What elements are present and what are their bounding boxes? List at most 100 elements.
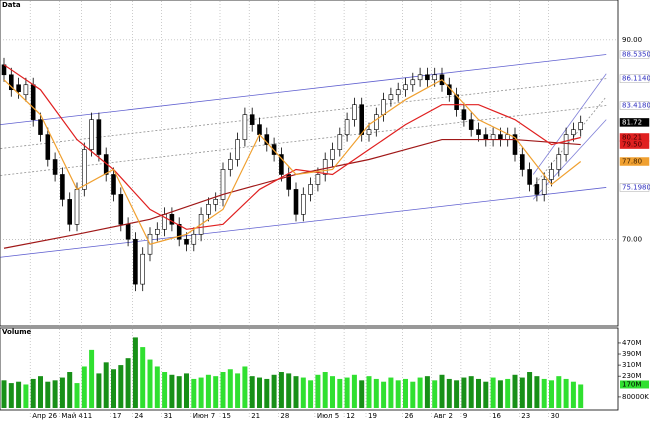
candle-body <box>373 114 379 130</box>
volume-bar <box>176 376 182 408</box>
price-label-box <box>619 140 650 149</box>
candle-body <box>155 228 160 235</box>
candle-body <box>403 84 408 91</box>
volume-bar <box>227 369 233 408</box>
candle-body <box>468 119 474 130</box>
candle-body <box>213 199 218 205</box>
volume-bar <box>497 380 503 408</box>
volume-bar <box>300 377 306 408</box>
volume-bar <box>278 372 284 408</box>
y-tick-label: 390M <box>622 350 641 358</box>
candle-body <box>30 84 36 120</box>
volume-bar <box>381 381 387 408</box>
volume-bar <box>23 384 29 408</box>
volume-bar <box>45 381 51 408</box>
candle-body <box>140 253 145 285</box>
candle-body <box>490 134 496 140</box>
x-tick-label: Авг 2 <box>434 412 453 420</box>
x-tick-label: 24 <box>134 412 143 420</box>
candle-body <box>395 89 401 96</box>
candle-body <box>67 199 72 225</box>
volume-bar <box>549 380 554 408</box>
y-tick-label: 310M <box>622 361 641 369</box>
y-tick-label: 90.00 <box>622 36 642 44</box>
volume-bar <box>534 376 540 408</box>
candle-body <box>556 154 562 170</box>
x-tick-label: 19 <box>368 412 377 420</box>
volume-panel-title: Volume <box>2 328 32 336</box>
candle-body <box>60 174 65 200</box>
x-tick-label: 15 <box>222 412 231 420</box>
volume-bar <box>89 349 95 408</box>
candle-body <box>425 74 430 81</box>
price-label: 79.50 <box>622 141 642 149</box>
volume-bar <box>468 376 474 408</box>
volume-bar <box>286 373 292 408</box>
volume-bar <box>74 383 80 408</box>
candle-body <box>133 238 138 285</box>
candle-body <box>16 84 21 93</box>
volume-bar <box>242 366 248 408</box>
price-label-box <box>619 157 650 166</box>
x-tick-label: 23 <box>521 412 530 420</box>
volume-bar <box>483 381 489 408</box>
volume-bar <box>344 377 350 408</box>
volume-bar <box>162 372 168 408</box>
volume-bar <box>337 378 343 408</box>
candle-body <box>388 94 394 100</box>
volume-bar <box>403 378 408 408</box>
candle-body <box>578 122 584 130</box>
x-tick-label: 16 <box>492 412 501 420</box>
candle-body <box>82 149 87 190</box>
volume-bar <box>388 377 394 408</box>
channel-line <box>0 105 607 176</box>
volume-bar <box>293 376 299 408</box>
x-tick-label: 28 <box>280 412 289 420</box>
volume-bar <box>395 380 401 408</box>
candle-body <box>519 154 525 170</box>
candle-body <box>45 134 51 160</box>
candle-body <box>38 119 43 135</box>
volume-bar <box>132 337 138 408</box>
candle-body <box>308 184 313 195</box>
volume-bar <box>424 376 430 408</box>
candle-body <box>176 224 182 240</box>
volume-bar <box>111 369 116 408</box>
volume-bar <box>505 378 511 408</box>
candle-body <box>366 129 372 135</box>
volume-bar <box>191 378 197 408</box>
y-tick-label: 470M <box>622 339 641 347</box>
candle-body <box>527 169 532 185</box>
candle-body <box>300 194 306 215</box>
x-tick-label: 21 <box>251 412 260 420</box>
candle-body <box>293 189 299 215</box>
volume-bar <box>67 372 73 408</box>
candle-body <box>315 174 321 185</box>
volume-bar <box>439 374 445 408</box>
candle-body <box>242 114 248 140</box>
channel-line <box>0 187 607 258</box>
volume-bar <box>205 374 211 408</box>
channel-line <box>532 73 607 175</box>
candle-body <box>498 134 503 140</box>
price-panel-title: Data <box>2 1 21 9</box>
volume-bar <box>578 384 584 408</box>
candle-body <box>220 169 226 200</box>
y-tick-label: 70.00 <box>622 235 642 243</box>
last-volume-label: 170M <box>622 380 641 388</box>
volume-bar <box>315 374 321 408</box>
candle-body <box>74 189 80 225</box>
volume-bar <box>38 376 43 408</box>
candle-body <box>322 159 328 175</box>
volume-bar <box>322 372 328 408</box>
candle-body <box>286 174 292 190</box>
price-label-box <box>619 74 650 83</box>
candle-body <box>96 119 102 155</box>
volume-bar <box>52 380 58 408</box>
volume-bar <box>373 378 379 408</box>
x-tick-label: 9 <box>463 412 467 420</box>
volume-bar <box>8 383 14 408</box>
volume-bar <box>125 358 131 408</box>
candle-body <box>483 134 489 140</box>
